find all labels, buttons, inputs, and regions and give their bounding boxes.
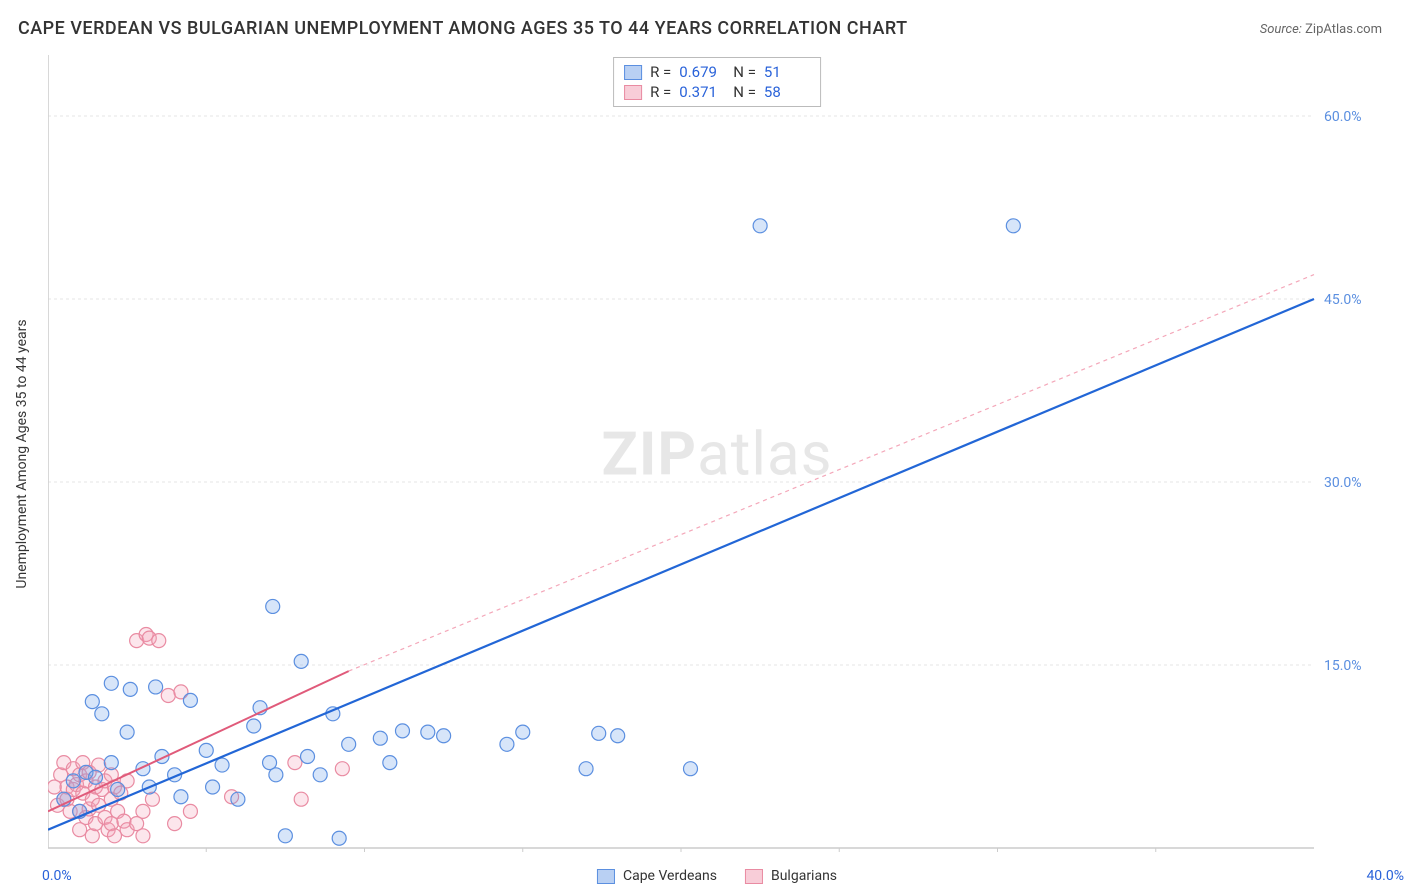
x-max-label: 40.0% (1366, 868, 1404, 884)
y-axis-label: Unemployment Among Ages 35 to 44 years (14, 319, 30, 588)
swatch-blue (624, 65, 642, 80)
chart-title: CAPE VERDEAN VS BULGARIAN UNEMPLOYMENT A… (18, 18, 908, 39)
stats-row-blue: R = 0.679 N = 51 (624, 62, 810, 82)
svg-text:60.0%: 60.0% (1324, 109, 1362, 125)
x-min-label: 0.0% (42, 868, 72, 884)
r-value-blue: 0.679 (679, 63, 725, 81)
stats-row-pink: R = 0.371 N = 58 (624, 82, 810, 102)
legend-item-pink: Bulgarians (745, 868, 837, 884)
source-attribution: Source: ZipAtlas.com (1260, 22, 1382, 37)
legend-item-blue: Cape Verdeans (597, 868, 717, 884)
svg-text:45.0%: 45.0% (1324, 292, 1362, 308)
n-value-pink: 58 (764, 83, 810, 101)
svg-text:15.0%: 15.0% (1324, 658, 1362, 674)
swatch-pink (624, 85, 642, 100)
stats-legend: R = 0.679 N = 51 R = 0.371 N = 58 (613, 57, 821, 107)
r-value-pink: 0.371 (679, 83, 725, 101)
legend-swatch-blue (597, 869, 615, 884)
legend-label-blue: Cape Verdeans (623, 868, 717, 884)
svg-text:30.0%: 30.0% (1324, 475, 1362, 491)
legend-label-pink: Bulgarians (771, 868, 837, 884)
scatter-plot: 15.0% 30.0% 45.0% 60.0% (48, 55, 1386, 852)
legend-swatch-pink (745, 869, 763, 884)
source-value: ZipAtlas.com (1305, 22, 1382, 37)
series-legend: Cape Verdeans Bulgarians (597, 868, 837, 884)
chart-area: Unemployment Among Ages 35 to 44 years Z… (48, 55, 1386, 852)
n-value-blue: 51 (764, 63, 810, 81)
source-label: Source: (1260, 22, 1302, 37)
